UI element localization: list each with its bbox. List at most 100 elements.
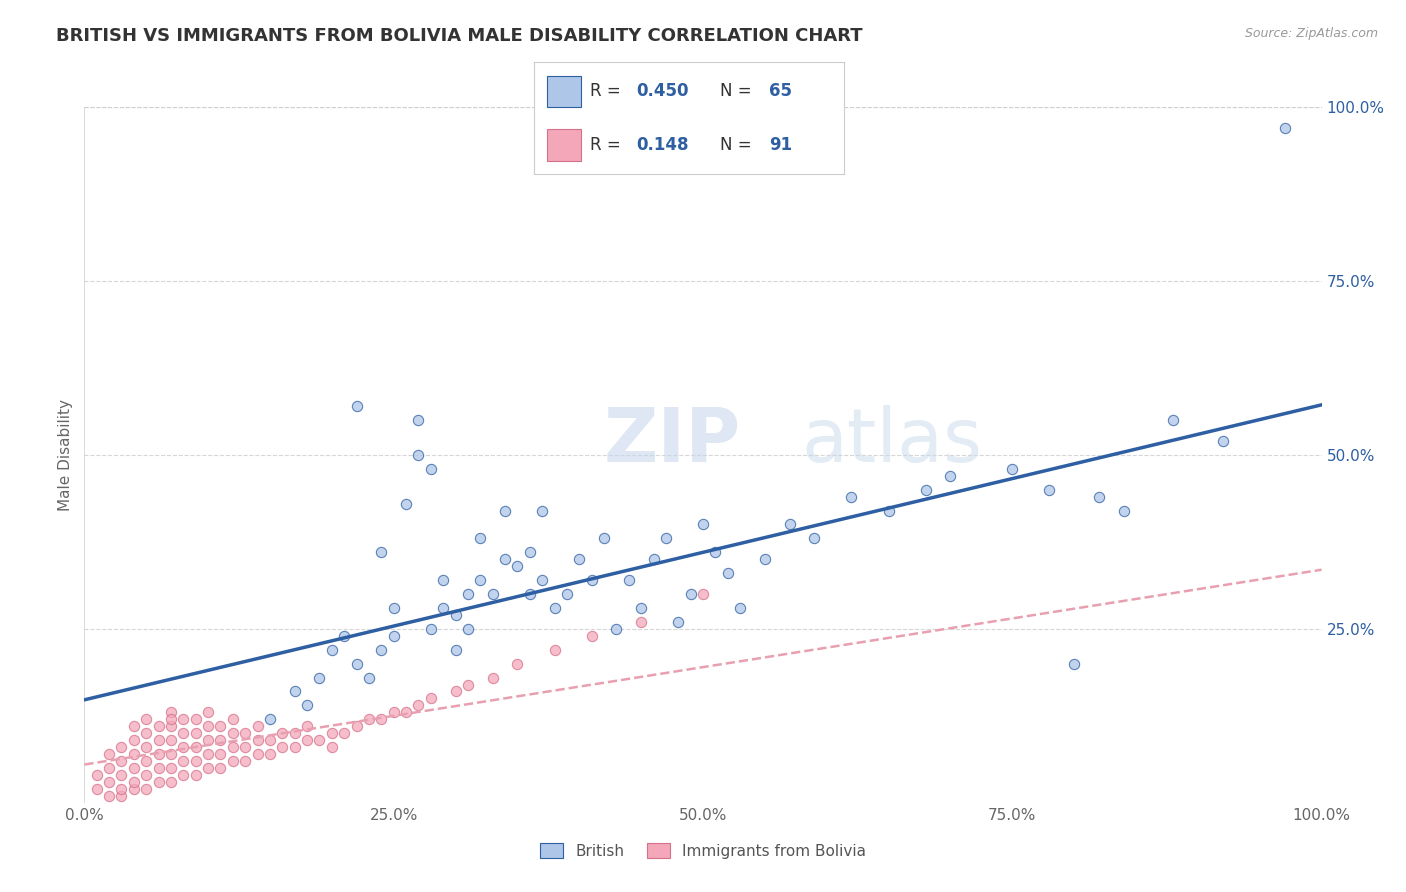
Point [643, 552, 665, 566]
Point [543, 601, 565, 615]
Point [184, 740, 207, 755]
Point [172, 712, 194, 726]
Point [148, 747, 170, 761]
Point [308, 733, 330, 747]
Point [679, 587, 702, 601]
Point [295, 719, 318, 733]
Point [98, 747, 121, 761]
Point [172, 768, 194, 782]
Point [160, 719, 183, 733]
Text: N =: N = [720, 136, 756, 154]
Point [419, 691, 441, 706]
Point [692, 587, 714, 601]
Point [581, 573, 603, 587]
Point [160, 747, 183, 761]
Point [184, 768, 207, 782]
Point [382, 601, 405, 615]
Point [1212, 434, 1234, 448]
Point [408, 448, 430, 462]
Point [370, 545, 392, 559]
Point [122, 781, 145, 796]
Point [110, 740, 132, 755]
Point [122, 733, 145, 747]
Point [135, 781, 157, 796]
Point [481, 587, 503, 601]
Text: 65: 65 [769, 82, 793, 101]
Point [877, 503, 900, 517]
Point [717, 566, 740, 581]
Point [444, 642, 467, 657]
Point [470, 573, 492, 587]
Point [779, 517, 801, 532]
Point [222, 754, 245, 768]
Point [444, 607, 467, 622]
Point [246, 747, 269, 761]
Text: R =: R = [591, 82, 626, 101]
Point [98, 761, 121, 775]
Point [494, 503, 516, 517]
Point [209, 747, 232, 761]
Point [494, 552, 516, 566]
Point [160, 733, 183, 747]
Point [1001, 462, 1024, 476]
Point [655, 532, 678, 546]
Point [457, 622, 479, 636]
Text: 0.148: 0.148 [637, 136, 689, 154]
Point [233, 754, 256, 768]
Text: 91: 91 [769, 136, 793, 154]
Point [271, 726, 294, 740]
Text: ZIP: ZIP [605, 404, 741, 477]
Point [803, 532, 825, 546]
Point [1088, 490, 1111, 504]
Point [444, 684, 467, 698]
Point [939, 468, 962, 483]
Point [160, 775, 183, 789]
Point [506, 657, 529, 671]
Point [284, 726, 307, 740]
Point [110, 781, 132, 796]
Point [395, 706, 418, 720]
Point [197, 761, 219, 775]
Legend: British, Immigrants from Bolivia: British, Immigrants from Bolivia [534, 837, 872, 864]
Point [543, 642, 565, 657]
Point [841, 490, 863, 504]
Point [295, 698, 318, 713]
Point [1112, 503, 1135, 517]
Point [470, 532, 492, 546]
Point [333, 629, 356, 643]
Y-axis label: Male Disability: Male Disability [58, 399, 73, 511]
Point [1038, 483, 1060, 497]
Point [197, 733, 219, 747]
Point [457, 587, 479, 601]
Point [1063, 657, 1085, 671]
Point [333, 726, 356, 740]
Text: Source: ZipAtlas.com: Source: ZipAtlas.com [1244, 27, 1378, 40]
Point [184, 712, 207, 726]
Point [122, 775, 145, 789]
Point [506, 559, 529, 574]
Point [617, 573, 640, 587]
Point [630, 615, 652, 629]
Point [1274, 120, 1296, 135]
Point [382, 706, 405, 720]
Point [568, 552, 591, 566]
Point [197, 719, 219, 733]
Point [519, 545, 541, 559]
Point [110, 754, 132, 768]
Text: N =: N = [720, 82, 756, 101]
Point [259, 712, 281, 726]
Point [346, 719, 368, 733]
Point [581, 629, 603, 643]
Point [209, 719, 232, 733]
Point [519, 587, 541, 601]
Point [98, 775, 121, 789]
Point [630, 601, 652, 615]
Point [754, 552, 776, 566]
Point [382, 629, 405, 643]
Point [209, 733, 232, 747]
Point [395, 497, 418, 511]
Point [148, 761, 170, 775]
Point [197, 706, 219, 720]
Point [172, 740, 194, 755]
Point [135, 712, 157, 726]
